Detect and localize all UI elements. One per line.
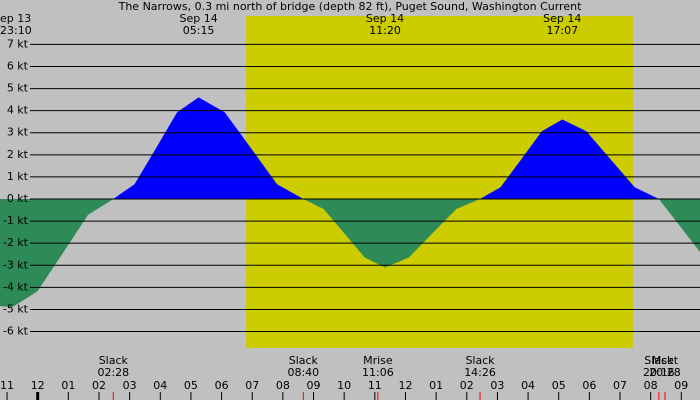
event-time: 20:28 (649, 366, 681, 379)
extreme-time: 05:15 (183, 24, 215, 37)
grid-layer (6, 43, 700, 400)
x-tick-label: 05 (184, 379, 198, 392)
event-time: 02:28 (97, 366, 129, 379)
extreme-date: Sep 14 (366, 12, 404, 25)
extreme-date: ep 13 (0, 12, 31, 25)
y-tick-label: 7 kt (7, 37, 29, 50)
chart-title: The Narrows, 0.3 mi north of bridge (dep… (118, 0, 582, 13)
x-tick-label: 03 (123, 379, 137, 392)
y-tick-label: -5 kt (3, 302, 29, 315)
x-tick-label: 04 (153, 379, 167, 392)
label-layer: 7 kt 6 kt 5 kt 4 kt 3 kt 2 kt 1 kt 0 kt -1 kt -2 … (0, 12, 688, 392)
ebb-area (658, 199, 700, 253)
x-tick-label: 07 (613, 379, 627, 392)
extreme-date: Sep 14 (543, 12, 581, 25)
extreme-time: 11:20 (369, 24, 401, 37)
event-time: 11:06 (362, 366, 394, 379)
y-tick-label: 3 kt (7, 126, 29, 139)
y-tick-label: -2 kt (3, 236, 29, 249)
x-tick-label: 05 (552, 379, 566, 392)
x-tick-label: 10 (337, 379, 351, 392)
x-tick-label: 01 (61, 379, 75, 392)
event-label: Mrise (363, 354, 393, 367)
event-time: 14:26 (464, 366, 496, 379)
event-label: Slack (289, 354, 319, 367)
x-tick-label: 11 (368, 379, 382, 392)
flood-area (113, 97, 304, 200)
extreme-time: 17:07 (546, 24, 578, 37)
y-tick-label: 1 kt (7, 170, 29, 183)
ebb-area (0, 199, 114, 308)
event-time: 08:40 (287, 366, 319, 379)
event-label: Mset (652, 354, 679, 367)
x-tick-label: 06 (215, 379, 229, 392)
x-tick-label: 03 (490, 379, 504, 392)
x-tick-label: 01 (429, 379, 443, 392)
area-layer (0, 97, 700, 308)
y-tick-label: 0 kt (7, 192, 29, 205)
y-tick-label: 6 kt (7, 59, 29, 72)
y-tick-label: 5 kt (7, 82, 29, 95)
y-tick-label: -4 kt (3, 280, 29, 293)
x-tick-label: 06 (582, 379, 596, 392)
x-tick-label: 12 (398, 379, 412, 392)
event-time: 20:16 (643, 366, 675, 379)
y-tick-label: -3 kt (3, 258, 29, 271)
y-tick-label: 4 kt (7, 104, 29, 117)
x-tick-label: 02 (92, 379, 106, 392)
x-tick-label: 09 (674, 379, 688, 392)
x-tick-label: 02 (460, 379, 474, 392)
event-label: Slack (465, 354, 495, 367)
x-tick-label: 08 (276, 379, 290, 392)
ebb-area (303, 199, 481, 268)
x-tick-label: 07 (245, 379, 259, 392)
y-tick-label: -1 kt (3, 214, 29, 227)
x-tick-label: 09 (307, 379, 321, 392)
y-tick-label: 2 kt (7, 148, 29, 161)
event-label: Slack (644, 354, 674, 367)
flood-area (480, 119, 659, 200)
x-tick-label: 04 (521, 379, 535, 392)
y-tick-label: -6 kt (3, 325, 29, 338)
event-label: Slack (99, 354, 129, 367)
extreme-time: 23:10 (0, 24, 32, 37)
x-tick-label: 12 (31, 379, 45, 392)
extreme-date: Sep 14 (179, 12, 217, 25)
x-tick-label: 11 (0, 379, 14, 392)
x-tick-label: 08 (644, 379, 658, 392)
